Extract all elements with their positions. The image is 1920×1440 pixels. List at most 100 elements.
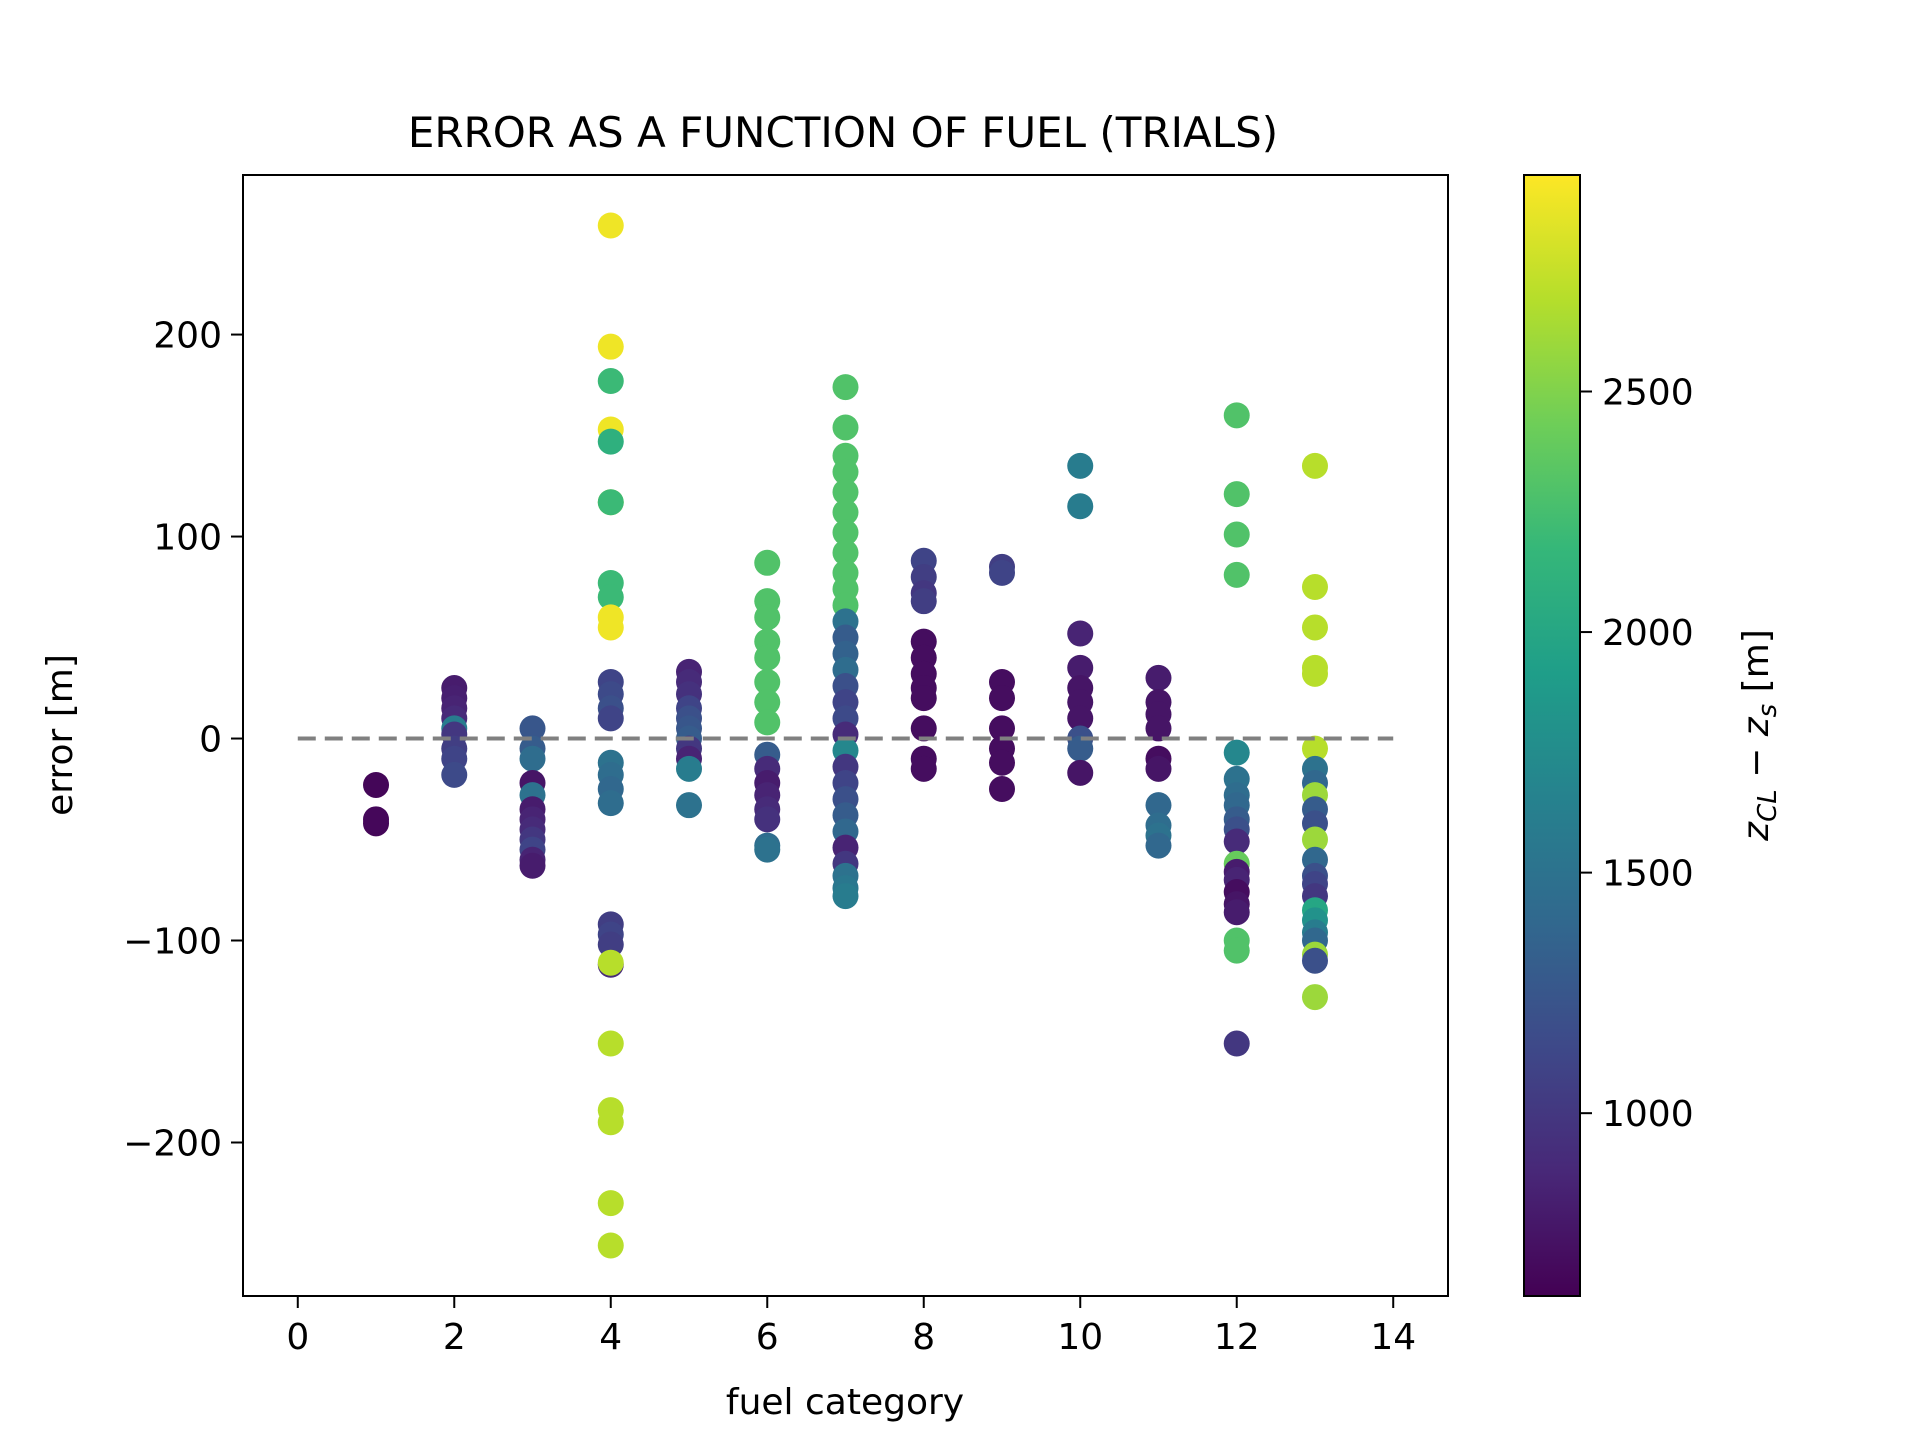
data-point: [519, 715, 546, 742]
data-point: [597, 1109, 624, 1136]
data-point: [597, 949, 624, 976]
x-tick-label: 8: [912, 1317, 935, 1358]
data-point: [363, 806, 390, 833]
data-point: [676, 755, 703, 782]
data-point: [910, 715, 937, 742]
x-axis-label: fuel category: [726, 1382, 964, 1423]
x-tick-label: 10: [1057, 1317, 1103, 1358]
plot-area-frame: [242, 174, 1449, 1297]
y-tick-label: 0: [199, 720, 222, 761]
y-tick-label: 200: [153, 316, 222, 357]
data-point: [1301, 574, 1328, 601]
data-point: [363, 771, 390, 798]
colorbar-tick-label: 2500: [1602, 373, 1694, 414]
data-point: [988, 776, 1015, 803]
data-point: [1223, 899, 1250, 926]
x-tick-label: 14: [1370, 1317, 1416, 1358]
data-point: [754, 668, 781, 695]
data-point: [1067, 759, 1094, 786]
data-point: [1223, 521, 1250, 548]
data-point: [754, 549, 781, 576]
y-axis: −200 −100 0 100 200: [123, 316, 243, 1164]
data-point: [597, 790, 624, 817]
data-point: [1301, 826, 1328, 853]
data-point: [597, 931, 624, 958]
data-point: [1223, 481, 1250, 508]
colorbar-axis: 1000 1500 2000 2500: [1580, 373, 1694, 1135]
data-point: [1145, 664, 1172, 691]
x-tick-label: 2: [443, 1317, 466, 1358]
data-point: [754, 604, 781, 631]
x-axis: 0 2 4 6 8 10 12 14: [286, 1296, 1416, 1358]
colorbar-label: zCL − zs [m]: [1736, 629, 1783, 842]
data-point: [988, 559, 1015, 586]
x-tick-label: 6: [756, 1317, 779, 1358]
data-point: [832, 414, 859, 441]
data-point: [1301, 947, 1328, 974]
data-point: [1223, 739, 1250, 766]
data-point: [597, 1232, 624, 1259]
data-point: [1067, 452, 1094, 479]
data-point: [754, 806, 781, 833]
colorbar-tick-label: 2000: [1602, 613, 1694, 654]
data-point: [1301, 984, 1328, 1011]
data-point: [988, 715, 1015, 742]
data-point: [1067, 705, 1094, 732]
data-point: [1301, 735, 1328, 762]
data-point: [1145, 715, 1172, 742]
x-tick-label: 12: [1214, 1317, 1260, 1358]
data-point: [832, 883, 859, 910]
data-point: [1301, 452, 1328, 479]
y-axis-label: error [m]: [40, 654, 81, 816]
y-tick-label: −200: [123, 1123, 222, 1164]
colorbar: [1523, 174, 1581, 1297]
colorbar-tick-label: 1500: [1602, 854, 1694, 895]
data-point: [597, 368, 624, 395]
data-point: [1223, 1030, 1250, 1057]
data-point: [832, 499, 859, 526]
data-point: [832, 479, 859, 506]
data-point: [1223, 828, 1250, 855]
data-point: [597, 614, 624, 641]
data-point: [519, 745, 546, 772]
data-point: [1067, 654, 1094, 681]
y-tick-label: 100: [153, 518, 222, 559]
data-point: [1301, 614, 1328, 641]
data-point: [754, 836, 781, 863]
data-point: [988, 749, 1015, 776]
data-point: [832, 539, 859, 566]
data-point: [1145, 792, 1172, 819]
data-point: [676, 792, 703, 819]
x-tick-label: 4: [599, 1317, 622, 1358]
data-point: [832, 519, 859, 546]
data-point: [597, 705, 624, 732]
y-tick-label: −100: [123, 922, 222, 963]
data-point: [910, 685, 937, 712]
data-point: [597, 1030, 624, 1057]
colorbar-tick-label: 1000: [1602, 1094, 1694, 1135]
data-point: [1067, 493, 1094, 520]
data-point: [597, 1190, 624, 1217]
data-point: [1067, 620, 1094, 647]
data-point: [1067, 735, 1094, 762]
x-tick-label: 0: [286, 1317, 309, 1358]
scatter-points: [363, 212, 1328, 1259]
data-point: [832, 458, 859, 485]
data-point: [597, 333, 624, 360]
data-point: [910, 755, 937, 782]
data-point: [597, 584, 624, 611]
data-point: [754, 644, 781, 671]
data-point: [1223, 402, 1250, 429]
data-point: [754, 709, 781, 736]
data-point: [832, 374, 859, 401]
data-point: [1145, 832, 1172, 859]
data-point: [910, 588, 937, 615]
data-point: [597, 428, 624, 455]
data-point: [988, 685, 1015, 712]
data-point: [1223, 561, 1250, 588]
chart-title: ERROR AS A FUNCTION OF FUEL (TRIALS): [408, 108, 1278, 157]
data-point: [441, 761, 468, 788]
data-point: [1301, 660, 1328, 687]
data-point: [597, 212, 624, 239]
